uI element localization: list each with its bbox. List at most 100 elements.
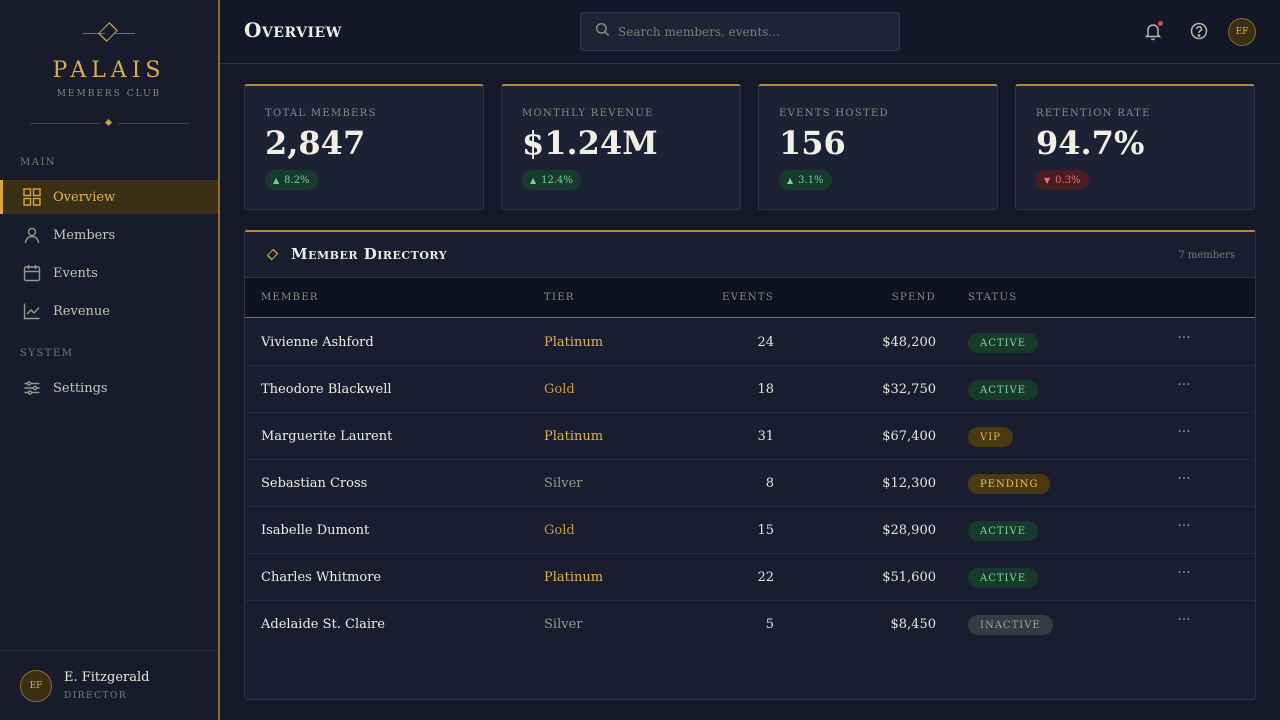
table-row[interactable]: Sebastian Cross Silver 8 $12,300 PENDING ··· [245,460,1255,507]
member-name[interactable]: Marguerite Laurent [261,429,393,444]
triangle-down-icon: ▼ [1044,175,1051,185]
column-header-spend[interactable]: Spend [891,292,936,303]
chart-line-icon [23,302,41,320]
triangle-up-icon: ▲ [530,175,537,185]
member-spend: $51,600 [882,570,936,585]
member-tier: Silver [544,476,583,491]
sidebar-item-label: Overview [53,189,116,205]
member-count: 7 members [1178,250,1235,261]
help-icon [1189,22,1209,45]
calendar-icon [23,264,41,282]
sidebar-item-settings[interactable]: Settings [0,371,218,405]
table-row[interactable]: Isabelle Dumont Gold 15 $28,900 ACTIVE ··· [245,507,1255,554]
table-row[interactable]: Theodore Blackwell Gold 18 $32,750 ACTIVE ··· [245,366,1255,413]
stat-delta-value: 8.2% [284,174,310,186]
more-options-icon[interactable]: ··· [1177,518,1191,534]
stat-value: $1.24M [522,124,658,162]
more-options-icon[interactable]: ··· [1177,424,1191,440]
stat-delta-value: 3.1% [798,174,824,186]
stat-value: 94.7% [1036,124,1145,162]
brand-name: PALAIS [52,58,166,83]
sidebar-item-label: Settings [53,380,108,396]
notifications-button[interactable] [1143,21,1163,41]
stat-card-total-members: Total Members 2,847 ▲ 8.2% [244,84,484,210]
member-spend: $28,900 [882,523,936,538]
member-spend: $32,750 [882,382,936,397]
table-row[interactable]: Marguerite Laurent Platinum 31 $67,400 VIP ··… [245,413,1255,460]
sidebar: PALAIS MEMBERS CLUB MAIN Overview Member… [0,0,220,720]
search-box[interactable] [580,12,900,51]
user-icon [23,226,41,244]
member-events: 5 [765,617,774,632]
help-button[interactable] [1189,21,1209,41]
member-tier: Platinum [544,335,604,350]
grid-icon [23,188,41,206]
stat-value: 2,847 [265,124,366,162]
diamond-dot-icon [104,118,113,127]
member-name[interactable]: Vivienne Ashford [261,335,374,350]
sidebar-item-events[interactable]: Events [0,256,218,290]
column-header-tier[interactable]: Tier [544,292,575,303]
logo-divider-right [118,123,189,124]
more-options-icon[interactable]: ··· [1177,377,1191,393]
panel-header: Member Directory 7 members [245,232,1255,278]
member-spend: $48,200 [882,335,936,350]
member-tier: Platinum [544,429,604,444]
column-header-status[interactable]: Status [968,292,1018,303]
more-options-icon[interactable]: ··· [1177,330,1191,346]
status-badge: INACTIVE [968,615,1053,635]
member-events: 22 [757,570,774,585]
table-row[interactable]: Adelaide St. Claire Silver 5 $8,450 INACTIVE… [245,601,1255,648]
member-name[interactable]: Adelaide St. Claire [261,617,385,632]
status-badge: ACTIVE [968,521,1039,541]
more-options-icon[interactable]: ··· [1177,471,1191,487]
nav-section-system: SYSTEM [20,348,74,359]
search-input[interactable] [618,24,888,39]
more-options-icon[interactable]: ··· [1177,565,1191,581]
member-events: 18 [757,382,774,397]
stat-delta-badge: ▲ 3.1% [779,170,832,190]
diamond-icon [266,248,279,261]
stat-delta-value: 12.4% [541,174,573,186]
member-directory-panel: Member Directory 7 members Member Tier E… [244,230,1256,700]
member-name[interactable]: Theodore Blackwell [261,382,392,397]
table-header: Member Tier Events Spend Status [245,278,1255,318]
stat-delta-badge: ▲ 12.4% [522,170,581,190]
stat-delta-value: 0.3% [1055,174,1081,186]
table-row[interactable]: Charles Whitmore Platinum 22 $51,600 ACTIVE ·… [245,554,1255,601]
member-tier: Silver [544,617,583,632]
sidebar-item-label: Revenue [53,303,110,319]
member-name[interactable]: Charles Whitmore [261,570,382,585]
avatar: EF [20,670,52,702]
stat-label: Monthly Revenue [522,108,654,119]
panel-title: Member Directory [291,245,448,263]
column-header-member[interactable]: Member [261,292,319,303]
table-row[interactable]: Vivienne Ashford Platinum 24 $48,200 ACTIVE ·… [245,319,1255,366]
member-events: 15 [757,523,774,538]
status-badge: PENDING [968,474,1051,494]
member-name[interactable]: Sebastian Cross [261,476,368,491]
user-role: DIRECTOR [64,691,128,701]
sidebar-item-members[interactable]: Members [0,218,218,252]
sidebar-item-revenue[interactable]: Revenue [0,294,218,328]
status-badge: VIP [968,427,1013,447]
sliders-icon [23,379,41,397]
user-profile[interactable]: EF E. Fitzgerald DIRECTOR [0,650,218,720]
sidebar-item-overview[interactable]: Overview [0,180,218,214]
stat-value: 156 [779,124,846,162]
member-events: 31 [757,429,774,444]
column-header-events[interactable]: Events [722,292,774,303]
status-badge: ACTIVE [968,380,1039,400]
bell-icon [1143,24,1163,45]
logo-rule-left [83,33,105,34]
header-avatar[interactable]: EF [1228,18,1256,46]
member-spend: $8,450 [890,617,937,632]
stat-delta-badge: ▼ 0.3% [1036,170,1089,190]
stat-delta-badge: ▲ 8.2% [265,170,318,190]
stat-card-retention-rate: Retention Rate 94.7% ▼ 0.3% [1015,84,1255,210]
diamond-icon [98,22,118,42]
member-events: 8 [765,476,774,491]
logo-rule-right [113,33,135,34]
member-name[interactable]: Isabelle Dumont [261,523,370,538]
more-options-icon[interactable]: ··· [1177,612,1191,628]
